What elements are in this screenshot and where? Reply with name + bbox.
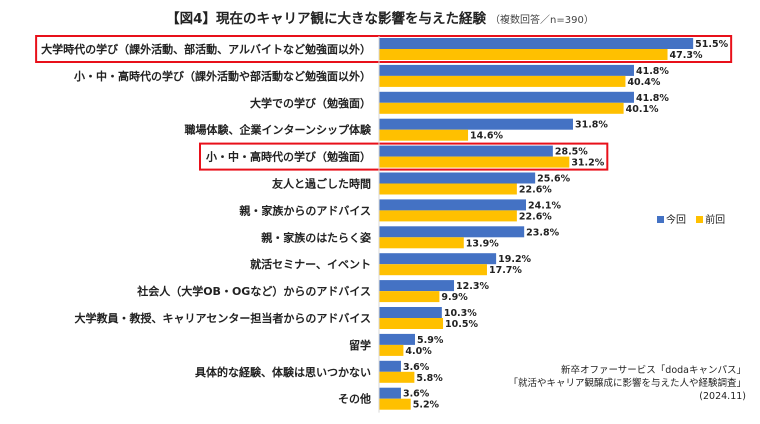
title-row: 【図4】現在のキャリア観に大きな影響を与えた経験 （複数回答／n=390） — [0, 7, 760, 27]
value-label-current: 12.3% — [456, 281, 489, 292]
bar-previous — [379, 210, 517, 222]
bar-previous — [379, 291, 440, 303]
bar-previous — [379, 49, 668, 60]
bar-previous — [379, 264, 487, 276]
value-label-previous: 22.6% — [519, 211, 552, 222]
value-label-current: 23.8% — [526, 227, 559, 238]
source-line-1: 新卒オファーサービス「dodaキャンパス」 — [560, 365, 746, 376]
category-label: 小・中・高時代の学び（課外活動や部活動など勉強面以外） — [73, 69, 371, 83]
bar-current — [379, 91, 634, 103]
category-label: 社会人（大学OB・OGなど）からのアドバイス — [136, 284, 371, 298]
value-label-current: 5.9% — [417, 335, 444, 346]
value-label-current: 10.3% — [444, 308, 477, 319]
category-label: 小・中・高時代の学び（勉強面） — [205, 150, 371, 164]
bar-current — [379, 199, 527, 211]
legend-item-previous: 前回 — [696, 211, 725, 226]
bar-previous — [379, 183, 517, 195]
bar-previous — [379, 129, 469, 141]
value-label-previous: 10.5% — [445, 319, 478, 330]
category-label: 友人と過ごした時間 — [272, 177, 371, 191]
bar-current — [379, 360, 401, 372]
value-label-current: 31.8% — [575, 120, 608, 131]
legend-label-previous: 前回 — [705, 215, 726, 226]
value-label-previous: 17.7% — [489, 265, 522, 276]
bar-previous — [379, 398, 411, 410]
category-label: 具体的な経験、体験は思いつかない — [195, 365, 371, 379]
category-label: 親・家族のはたらく姿 — [261, 230, 371, 244]
value-label-current: 41.8% — [636, 66, 669, 77]
bar-previous — [379, 237, 464, 249]
chart-subtitle: （複数回答／n=390） — [490, 15, 594, 26]
value-label-previous: 5.2% — [413, 400, 440, 411]
category-label: 就活セミナー、イベント — [250, 257, 371, 271]
bar-previous — [379, 75, 626, 87]
legend-label-current: 今回 — [666, 215, 686, 226]
bar-current — [379, 307, 442, 318]
value-label-previous: 4.0% — [405, 346, 432, 357]
value-label-current: 3.6% — [403, 389, 430, 400]
bar-current — [379, 226, 525, 238]
bar-previous — [379, 102, 624, 114]
source-line-3: (2024.11) — [699, 391, 746, 402]
value-label-current: 28.5% — [555, 147, 588, 158]
legend-swatch-current — [657, 216, 664, 223]
bar-current — [379, 118, 573, 130]
bar-current — [379, 387, 401, 399]
category-label: 大学での学び（勉強面） — [250, 96, 371, 110]
value-label-current: 24.1% — [528, 200, 561, 211]
source-line-2: 「就活やキャリア観醸成に影響を与えた人や経験調査」 — [508, 378, 746, 389]
bar-current — [379, 145, 553, 157]
bar-previous — [379, 318, 444, 329]
value-label-previous: 14.6% — [470, 131, 503, 142]
highlight-box — [35, 35, 733, 63]
value-label-current: 25.6% — [537, 174, 570, 185]
legend-item-current: 今回 — [657, 211, 686, 226]
value-label-current: 19.2% — [498, 254, 531, 265]
category-label: 大学時代の学び（課外活動、部活動、アルバイトなど勉強面以外） — [41, 42, 371, 56]
category-label: その他 — [338, 392, 371, 406]
value-label-current: 41.8% — [636, 93, 669, 104]
bar-current — [379, 172, 536, 184]
bar-current — [379, 253, 497, 265]
legend-swatch-previous — [696, 216, 704, 223]
bar-current — [379, 333, 415, 345]
chart-title: 【図4】現在のキャリア観に大きな影響を与えた経験 — [166, 11, 487, 27]
value-label-previous: 40.4% — [627, 77, 660, 88]
category-label: 職場体験、企業インターンシップ体験 — [185, 123, 372, 137]
bar-previous — [379, 156, 570, 168]
category-label: 留学 — [349, 338, 371, 352]
value-label-previous: 31.2% — [571, 158, 604, 169]
bar-previous — [379, 344, 404, 356]
value-label-previous: 40.1% — [626, 104, 659, 115]
category-label: 大学教員・教授、キャリアセンター担当者からのアドバイス — [75, 311, 371, 325]
value-label-previous: 22.6% — [519, 185, 552, 196]
bar-previous — [379, 371, 415, 383]
source-note: 新卒オファーサービス「dodaキャンパス」 「就活やキャリア観醸成に影響を与えた… — [508, 364, 746, 403]
value-label-current: 51.5% — [695, 39, 728, 50]
legend: 今回 前回 — [657, 211, 732, 226]
highlight-box — [199, 142, 609, 171]
bar-current — [379, 280, 455, 292]
value-label-previous: 47.3% — [670, 50, 703, 61]
bar-current — [379, 38, 694, 49]
bar-current — [379, 64, 634, 76]
value-label-previous: 5.8% — [416, 373, 443, 384]
value-label-previous: 13.9% — [466, 238, 499, 249]
value-label-previous: 9.9% — [441, 292, 468, 303]
value-label-current: 3.6% — [403, 362, 430, 373]
category-label: 親・家族からのアドバイス — [239, 203, 371, 217]
